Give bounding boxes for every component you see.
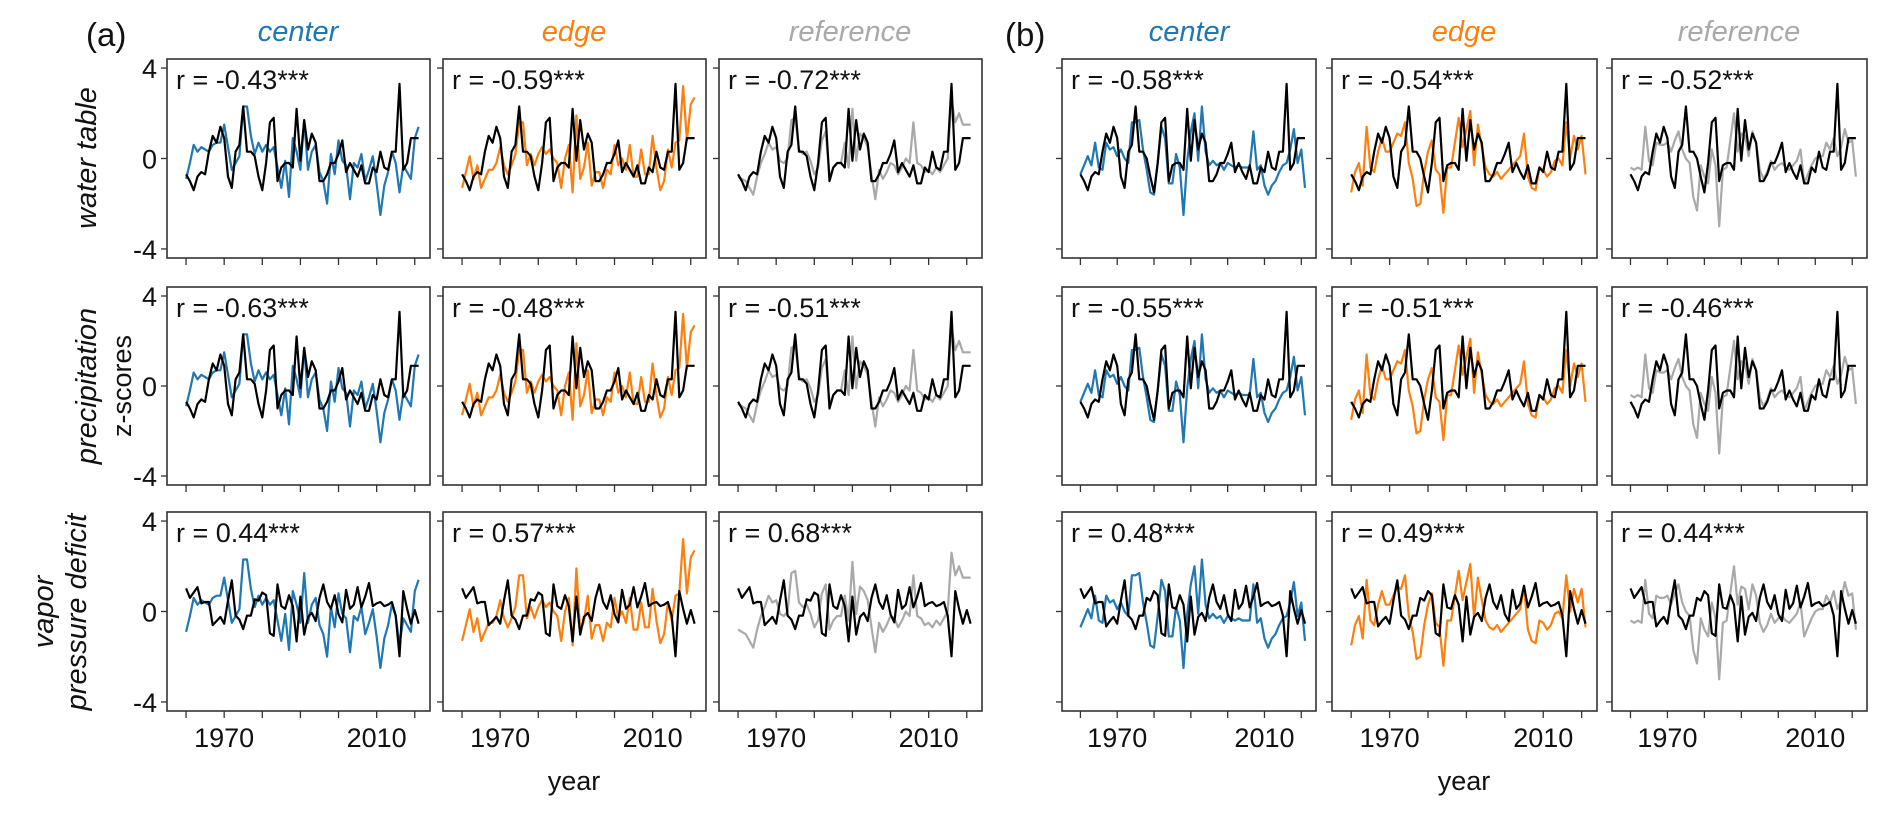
panel-b-precipitation-edge: r = -0.51***	[1326, 286, 1598, 492]
panel-grid: 4 0 -4 r = -0.43*** r = -0.59*** r = -0.72***…	[133, 54, 1868, 753]
panel-a-vapor-pressure-deficit-center: 4 0 -4 1970 2010 r = 0.44***	[133, 507, 431, 753]
x-tick-label: 1970	[746, 723, 806, 753]
correlation-label: r = 0.57***	[452, 518, 576, 548]
series-line-black	[1629, 82, 1856, 194]
panel-b-precipitation-reference: r = -0.46***	[1606, 286, 1868, 492]
series-line-center	[185, 558, 420, 670]
correlation-label: r = -0.43***	[176, 65, 309, 95]
series-line-black	[1629, 310, 1856, 421]
y-tick-label: 4	[142, 507, 157, 537]
correlation-label: r = -0.63***	[176, 293, 309, 323]
panel-b-vapor-pressure-deficit-reference: 1970 2010 r = 0.44***	[1606, 511, 1868, 753]
correlation-label: r = -0.46***	[1621, 293, 1754, 323]
correlation-label: r = 0.68***	[728, 518, 852, 548]
series-line-black	[1629, 579, 1857, 658]
x-tick-label: 2010	[899, 723, 959, 753]
panel-b-water-table-edge: r = -0.54***	[1326, 58, 1598, 265]
y-tick-label: -4	[133, 688, 157, 718]
series-line-black	[1079, 82, 1305, 194]
y-axis-label: z-scores	[107, 335, 137, 437]
series-line-reference	[1629, 565, 1857, 681]
y-tick-label: -4	[133, 462, 157, 492]
panel-b-water-table-reference: r = -0.52***	[1606, 58, 1868, 265]
y-tick-label: -4	[133, 235, 157, 265]
column-title-reference-a: reference	[789, 16, 912, 48]
row-label-water-table: water table	[71, 87, 103, 229]
series-line-edge	[461, 538, 696, 647]
panel-a-precipitation-edge: r = -0.48***	[437, 286, 707, 492]
y-tick-label: 4	[142, 54, 157, 84]
series-line-black	[1350, 579, 1587, 658]
correlation-label: r = -0.55***	[1071, 293, 1204, 323]
row-label-vpd-line1: vapor	[28, 574, 60, 648]
correlation-label: r = -0.58***	[1071, 65, 1204, 95]
y-tick-label: 0	[142, 372, 157, 402]
column-title-center-b: center	[1149, 16, 1231, 48]
series-line-black	[1350, 82, 1586, 194]
series-line-black	[737, 579, 972, 658]
x-tick-label: 2010	[1785, 723, 1845, 753]
correlation-label: r = -0.52***	[1621, 65, 1754, 95]
x-tick-label: 2010	[1513, 723, 1573, 753]
correlation-label: r = -0.59***	[452, 65, 585, 95]
correlation-label: r = 0.44***	[1621, 518, 1745, 548]
series-line-black	[1079, 579, 1307, 658]
column-title-edge-b: edge	[1432, 16, 1497, 48]
correlation-label: r = 0.48***	[1071, 518, 1195, 548]
correlation-label: r = -0.51***	[728, 293, 861, 323]
x-tick-label: 1970	[1087, 723, 1147, 753]
column-title-reference-b: reference	[1678, 16, 1801, 48]
x-tick-label: 1970	[1360, 723, 1420, 753]
x-tick-label: 1970	[1637, 723, 1697, 753]
panel-a-water-table-center: 4 0 -4 r = -0.43***	[133, 54, 431, 265]
panel-b-vapor-pressure-deficit-edge: 1970 2010 r = 0.49***	[1326, 511, 1598, 753]
row-label-vpd-line2: pressure deficit	[61, 512, 93, 712]
series-line-center	[1079, 558, 1307, 670]
group-label-a: (a)	[86, 16, 126, 53]
group-label-b: (b)	[1005, 16, 1045, 53]
panel-b-water-table-center: r = -0.58***	[1056, 58, 1317, 265]
panel-a-water-table-reference: r = -0.72***	[713, 58, 983, 265]
series-line-reference	[737, 551, 971, 654]
panel-a-precipitation-center: 4 0 -4 r = -0.63***	[133, 282, 431, 492]
series-line-black	[1079, 310, 1305, 421]
panel-b-precipitation-center: r = -0.55***	[1056, 286, 1317, 492]
panel-a-vapor-pressure-deficit-reference: 1970 2010 r = 0.68***	[713, 511, 983, 753]
correlation-label: r = -0.51***	[1341, 293, 1474, 323]
series-line-edge	[1350, 562, 1587, 667]
x-axis-label-b: year	[1438, 766, 1491, 796]
correlation-label: r = -0.48***	[452, 293, 585, 323]
panel-a-vapor-pressure-deficit-edge: 1970 2010 r = 0.57***	[437, 511, 707, 753]
panel-a-water-table-edge: r = -0.59***	[437, 58, 707, 265]
x-tick-label: 1970	[470, 723, 530, 753]
x-tick-label: 1970	[194, 723, 254, 753]
x-tick-label: 2010	[1234, 723, 1294, 753]
series-line-black	[1350, 310, 1586, 421]
x-axis-label-a: year	[548, 766, 601, 796]
correlation-label: r = -0.72***	[728, 65, 861, 95]
column-title-edge-a: edge	[542, 16, 607, 48]
y-tick-label: 4	[142, 282, 157, 312]
x-tick-label: 2010	[623, 723, 683, 753]
series-line-black	[185, 579, 420, 658]
series-line-black	[461, 82, 695, 192]
series-line-black	[461, 579, 696, 658]
panel-a-precipitation-reference: r = -0.51***	[713, 286, 983, 492]
correlation-label: r = -0.54***	[1341, 65, 1474, 95]
series-line-black	[737, 82, 971, 192]
series-line-black	[185, 310, 419, 419]
correlation-label: r = 0.49***	[1341, 518, 1465, 548]
column-title-center-a: center	[258, 16, 340, 48]
y-tick-label: 0	[142, 145, 157, 175]
series-line-black	[185, 82, 419, 192]
series-line-black	[737, 310, 971, 419]
panel-b-vapor-pressure-deficit-center: 1970 2010 r = 0.48***	[1056, 511, 1317, 753]
row-label-precipitation: precipitation	[71, 308, 103, 465]
series-line-black	[461, 310, 695, 419]
x-tick-label: 2010	[347, 723, 407, 753]
y-tick-label: 0	[142, 598, 157, 628]
correlation-label: r = 0.44***	[176, 518, 300, 548]
